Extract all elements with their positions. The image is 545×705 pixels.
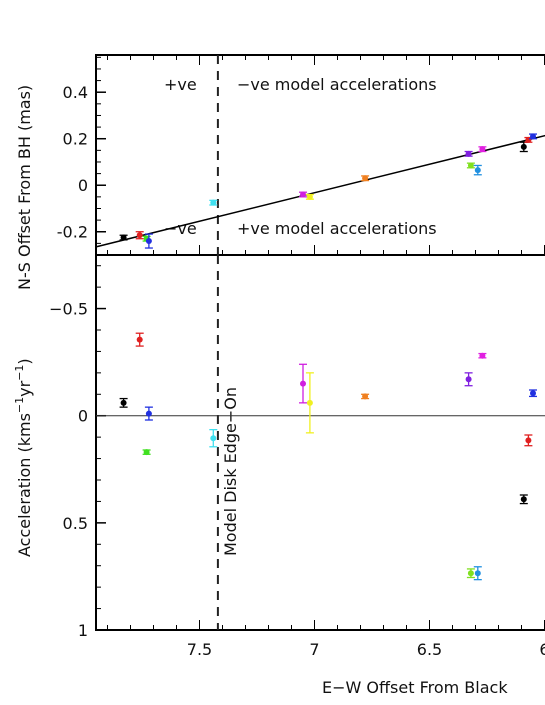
bottom-point	[465, 376, 472, 383]
bottom-point	[530, 390, 536, 397]
top-point	[145, 238, 152, 245]
top-y-axis-title: N-S Offset From BH (mas)	[15, 85, 34, 290]
bottom-panel-frame	[95, 254, 545, 631]
top-y-tick-label: 0.4	[63, 83, 88, 102]
bottom-point	[300, 380, 306, 387]
annotation-plus-ve: +ve	[164, 75, 197, 94]
top-point	[479, 146, 486, 153]
bottom-y-tick-label: 0	[78, 407, 88, 426]
bottom-y-axis-title: Acceleration (kms−1yr−1)	[13, 358, 34, 557]
bottom-y-tick-label: −0.5	[49, 300, 88, 319]
annotation-positive-model: +ve model accelerations	[237, 219, 437, 238]
top-point	[520, 143, 527, 150]
top-point	[362, 175, 369, 182]
x-tick-label: 7	[309, 640, 319, 659]
top-point	[474, 167, 481, 174]
bottom-point	[479, 352, 486, 359]
bottom-point	[120, 399, 127, 406]
top-point	[530, 133, 536, 140]
bottom-point	[474, 570, 481, 577]
top-y-tick-label: 0.2	[63, 130, 88, 149]
bottom-point	[525, 437, 532, 444]
bottom-point	[362, 393, 369, 400]
bottom-ticks: −0.5 0 0.5 1 7.5 7 6.5 6	[49, 265, 545, 659]
ylabel-mid: yr	[15, 380, 34, 396]
x-tick-label: 7.5	[187, 640, 212, 659]
top-y-tick-label: -0.2	[57, 223, 88, 242]
bottom-point	[467, 570, 474, 577]
bottom-point	[306, 399, 313, 406]
bottom-point	[143, 449, 150, 456]
top-y-ticks: 0.4 0.2 0 -0.2	[57, 55, 545, 255]
top-point	[136, 232, 143, 239]
bottom-point	[136, 336, 143, 343]
top-point	[300, 191, 306, 198]
ylabel-sup-1: −1	[13, 397, 26, 413]
bottom-data-points	[119, 332, 537, 581]
top-y-tick-label: 0	[78, 176, 88, 195]
annotation-disk-edge-on: Model Disk Edge−On	[221, 387, 240, 556]
bottom-point	[145, 410, 152, 417]
bottom-point	[520, 496, 527, 503]
top-point	[467, 162, 474, 169]
top-point	[120, 234, 127, 241]
x-tick-label: 6	[539, 640, 545, 659]
bottom-y-tick-label: 0.5	[63, 514, 88, 533]
ylabel-end: )	[15, 358, 34, 364]
ylabel-main: Acceleration (kms	[15, 413, 34, 557]
top-point	[210, 199, 217, 206]
bottom-point	[210, 435, 217, 442]
x-axis-title: E−W Offset From Black	[322, 678, 508, 697]
top-point	[306, 193, 313, 200]
ylabel-sup-2: −1	[13, 365, 26, 381]
annotation-negative-model: −ve model accelerations	[237, 75, 437, 94]
x-tick-label: 6.5	[417, 640, 442, 659]
bottom-y-tick-label: 1	[78, 621, 88, 640]
top-data-points	[95, 133, 545, 249]
top-point	[465, 150, 472, 157]
